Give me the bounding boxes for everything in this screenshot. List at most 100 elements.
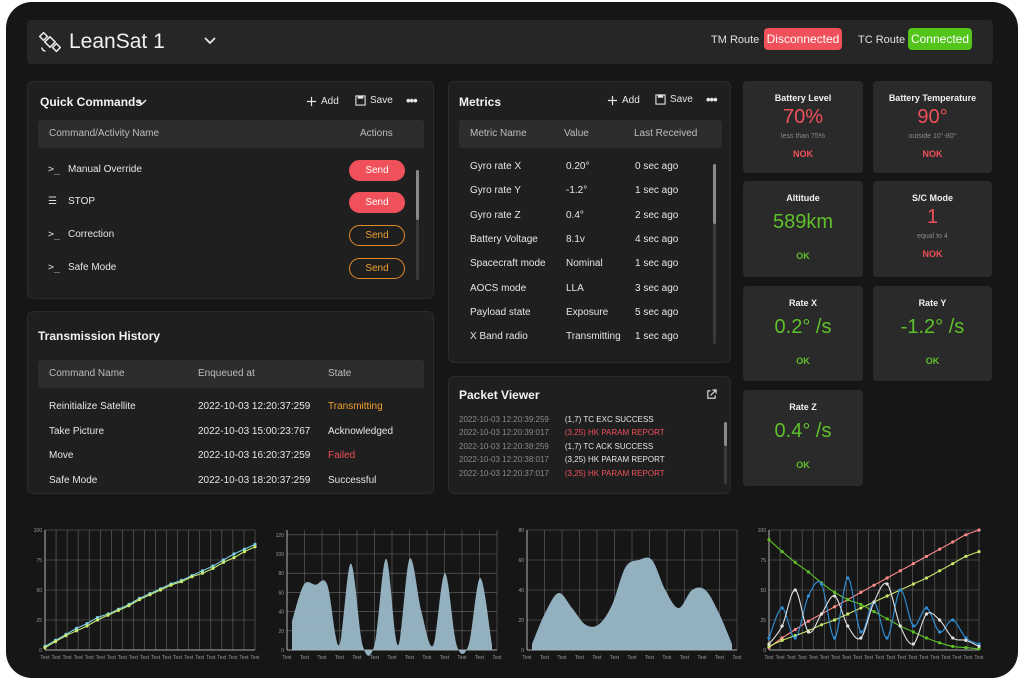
x-tick-label: Text xyxy=(831,655,841,661)
send-button[interactable]: Send xyxy=(349,258,405,279)
packet-timestamp: 2022-10-03 12:20:38:259 xyxy=(459,441,549,451)
data-point xyxy=(95,618,100,622)
command-name: Correction xyxy=(68,229,115,240)
data-point xyxy=(951,644,955,648)
x-tick-label: Text xyxy=(206,655,216,661)
more-options-icon[interactable]: ••• xyxy=(406,93,418,108)
command-name: Manual Override xyxy=(68,164,142,175)
metric-value: 0.20° xyxy=(566,161,590,172)
data-point xyxy=(127,604,131,608)
save-button[interactable]: Save xyxy=(655,94,693,105)
tile-label: Battery Level xyxy=(774,93,832,103)
data-point xyxy=(148,593,152,597)
table-row: Battery Voltage 8.1v 4 sec ago xyxy=(459,232,709,250)
metric-tile: Rate X 0.2° /s OK xyxy=(743,286,863,381)
metric-value: -1.2° xyxy=(566,185,588,197)
terminal-icon: >_ xyxy=(48,262,61,273)
tile-label: Rate X xyxy=(788,298,817,308)
metric-name: Battery Voltage xyxy=(470,233,538,245)
add-button[interactable]: Add xyxy=(306,96,339,107)
area-series xyxy=(532,557,732,650)
external-link-icon[interactable] xyxy=(706,389,717,400)
scrollbar[interactable] xyxy=(713,164,716,344)
x-tick-label: Text xyxy=(129,655,139,661)
x-tick-label: Text xyxy=(475,655,485,661)
data-point xyxy=(977,647,981,651)
line-series-1 xyxy=(768,529,980,649)
data-point xyxy=(95,616,100,620)
send-button[interactable]: Send xyxy=(349,192,405,213)
send-button[interactable]: Send xyxy=(349,225,405,246)
packet-timestamp: 2022-10-03 12:20:39:259 xyxy=(459,415,549,424)
packet-timestamp: 2022-10-03 12:20:37:017 xyxy=(459,468,549,478)
table-row: Spacecraft mode Nominal 1 sec ago xyxy=(459,256,709,274)
tile-status: OK xyxy=(925,356,940,366)
data-point xyxy=(158,588,163,592)
x-tick-label: Text xyxy=(300,655,310,661)
tm-route-status[interactable]: Disconnected xyxy=(764,28,842,50)
x-tick-label: Text xyxy=(697,655,707,661)
packet-message: (1,7) TC ACK SUCCESS xyxy=(564,441,654,451)
x-tick-label: Text xyxy=(440,655,450,661)
x-tick-label: Text xyxy=(963,655,973,661)
x-tick-label: Text xyxy=(610,655,620,661)
y-tick-label: 100 xyxy=(276,552,285,558)
tile-status: OK xyxy=(796,460,810,470)
chevron-down-icon[interactable] xyxy=(202,32,218,48)
tile-threshold: less than 75% xyxy=(781,133,825,140)
x-tick-label: Text xyxy=(96,655,106,661)
packet-viewer-title: Packet Viewer xyxy=(459,388,540,402)
data-point xyxy=(74,629,79,633)
y-tick-label: 80 xyxy=(518,528,524,534)
metric-last-received: 4 sec ago xyxy=(635,233,679,245)
list-icon: ☰ xyxy=(48,196,57,207)
x-tick-label: Text xyxy=(680,655,690,661)
data-point xyxy=(806,619,810,623)
y-tick-label: 20 xyxy=(278,629,284,635)
chevron-down-icon[interactable] xyxy=(136,96,148,108)
state-label: Transmitting xyxy=(328,401,383,412)
data-point xyxy=(179,580,184,584)
line-series-3 xyxy=(768,539,980,650)
send-button[interactable]: Send xyxy=(349,160,405,181)
y-tick-label: 100 xyxy=(34,528,43,534)
packet-row: 2022-10-03 12:20:38:017 (3,25) HK PARAM R… xyxy=(459,455,665,464)
tile-value: -1.2° /s xyxy=(900,316,965,338)
data-point xyxy=(924,636,929,640)
more-options-icon[interactable]: ••• xyxy=(706,92,718,107)
x-tick-label: Text xyxy=(557,655,567,661)
data-point xyxy=(964,638,968,642)
x-tick-label: Text xyxy=(919,655,929,661)
metric-value: 0.4° xyxy=(566,209,584,221)
x-tick-label: Text xyxy=(250,655,260,661)
data-point xyxy=(211,566,215,570)
data-point xyxy=(951,540,955,544)
x-tick-label: Text xyxy=(798,655,808,661)
scrollbar[interactable] xyxy=(724,422,727,484)
data-point xyxy=(859,630,863,634)
quick-commands-panel: Quick Commands Add Save ••• Command/Acti… xyxy=(27,81,434,299)
data-point xyxy=(793,588,797,592)
add-button[interactable]: Add xyxy=(607,95,640,106)
scrollbar[interactable] xyxy=(416,170,419,280)
tc-route-status[interactable]: Connected xyxy=(908,28,972,50)
x-tick-label: Text xyxy=(575,655,585,661)
data-point xyxy=(885,617,889,621)
data-point xyxy=(819,623,824,627)
tile-label: Rate Y xyxy=(918,298,947,308)
data-point xyxy=(253,542,257,546)
metrics-panel: Metrics Add Save ••• Metric Name Value L… xyxy=(448,81,731,363)
chart-4: Text Text Text Text Text Text Text Text Text Text… xyxy=(747,522,987,662)
packet-row: 2022-10-03 12:20:39:259 (1,7) TC EXC SUCC… xyxy=(459,415,654,424)
x-tick-label: Text xyxy=(764,655,774,661)
data-point xyxy=(106,613,110,617)
save-button[interactable]: Save xyxy=(355,95,393,106)
x-tick-label: Text xyxy=(842,655,852,661)
data-point xyxy=(780,624,784,628)
data-point xyxy=(793,628,797,632)
x-tick-label: Text xyxy=(387,655,397,661)
y-tick-label: 120 xyxy=(276,533,285,539)
data-point xyxy=(951,636,955,640)
chart-1: Text Text Text Text Text Text Text Text Text Text… xyxy=(23,522,263,662)
data-point xyxy=(885,594,889,598)
